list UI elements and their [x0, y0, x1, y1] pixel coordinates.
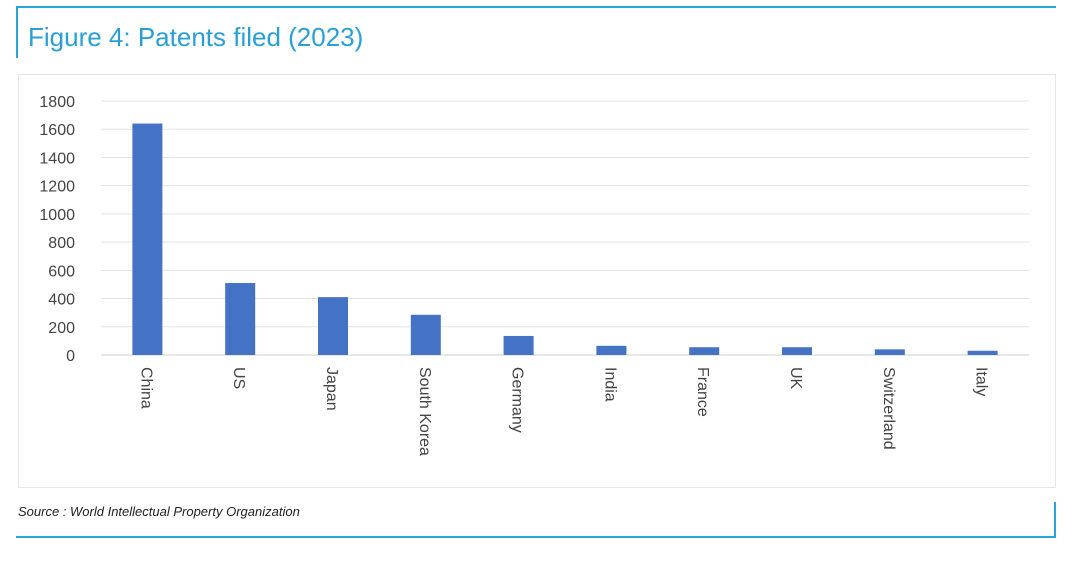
x-tick-label: India [601, 367, 618, 402]
bar-italy [967, 350, 998, 355]
y-tick-label: 1200 [39, 179, 75, 196]
bar-south-korea [410, 314, 441, 355]
y-tick-label: 800 [48, 235, 75, 252]
x-tick-label: Germany [509, 367, 526, 433]
x-tick-label: France [694, 367, 711, 417]
x-tick-label: Switzerland [880, 367, 897, 450]
bar-china [132, 123, 163, 355]
x-tick-label: Japan [323, 367, 340, 411]
figure-title: Figure 4: Patents filed (2023) [28, 22, 364, 52]
y-tick-label: 1800 [39, 94, 75, 111]
y-tick-label: 200 [48, 320, 75, 337]
frame-bottom-rule [16, 536, 1056, 538]
title-frame-left-rule [16, 6, 18, 58]
y-tick-label: 1400 [39, 150, 75, 167]
x-tick-label: UK [787, 367, 804, 390]
y-tick-label: 0 [66, 348, 75, 365]
y-tick-label: 400 [48, 292, 75, 309]
bar-switzerland [874, 349, 905, 355]
chart-area: 0 200 400 600 800 1000 1200 1400 1600 1800 China US… [18, 74, 1056, 488]
bar-france [689, 347, 720, 355]
x-tick-label: South Korea [416, 367, 433, 456]
bar-india [596, 345, 627, 355]
bar-japan [318, 297, 348, 355]
x-tick-label: US [230, 367, 247, 389]
bar-us [225, 283, 256, 355]
bar-chart: 0 200 400 600 800 1000 1200 1400 1600 1800 China US… [39, 94, 1029, 456]
x-tick-label: Italy [973, 367, 990, 396]
bar-germany [503, 335, 534, 355]
title-frame-top-rule [16, 6, 1056, 8]
frame-right-rule [1054, 502, 1056, 538]
source-note: Source : World Intellectual Property Org… [18, 504, 300, 519]
bar-uk [782, 347, 812, 355]
y-tick-label: 1600 [39, 122, 75, 139]
y-tick-label: 600 [48, 263, 75, 280]
y-tick-label: 1000 [39, 207, 75, 224]
x-tick-label: China [137, 367, 154, 409]
